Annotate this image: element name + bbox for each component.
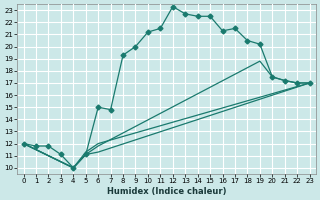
X-axis label: Humidex (Indice chaleur): Humidex (Indice chaleur) bbox=[107, 187, 226, 196]
